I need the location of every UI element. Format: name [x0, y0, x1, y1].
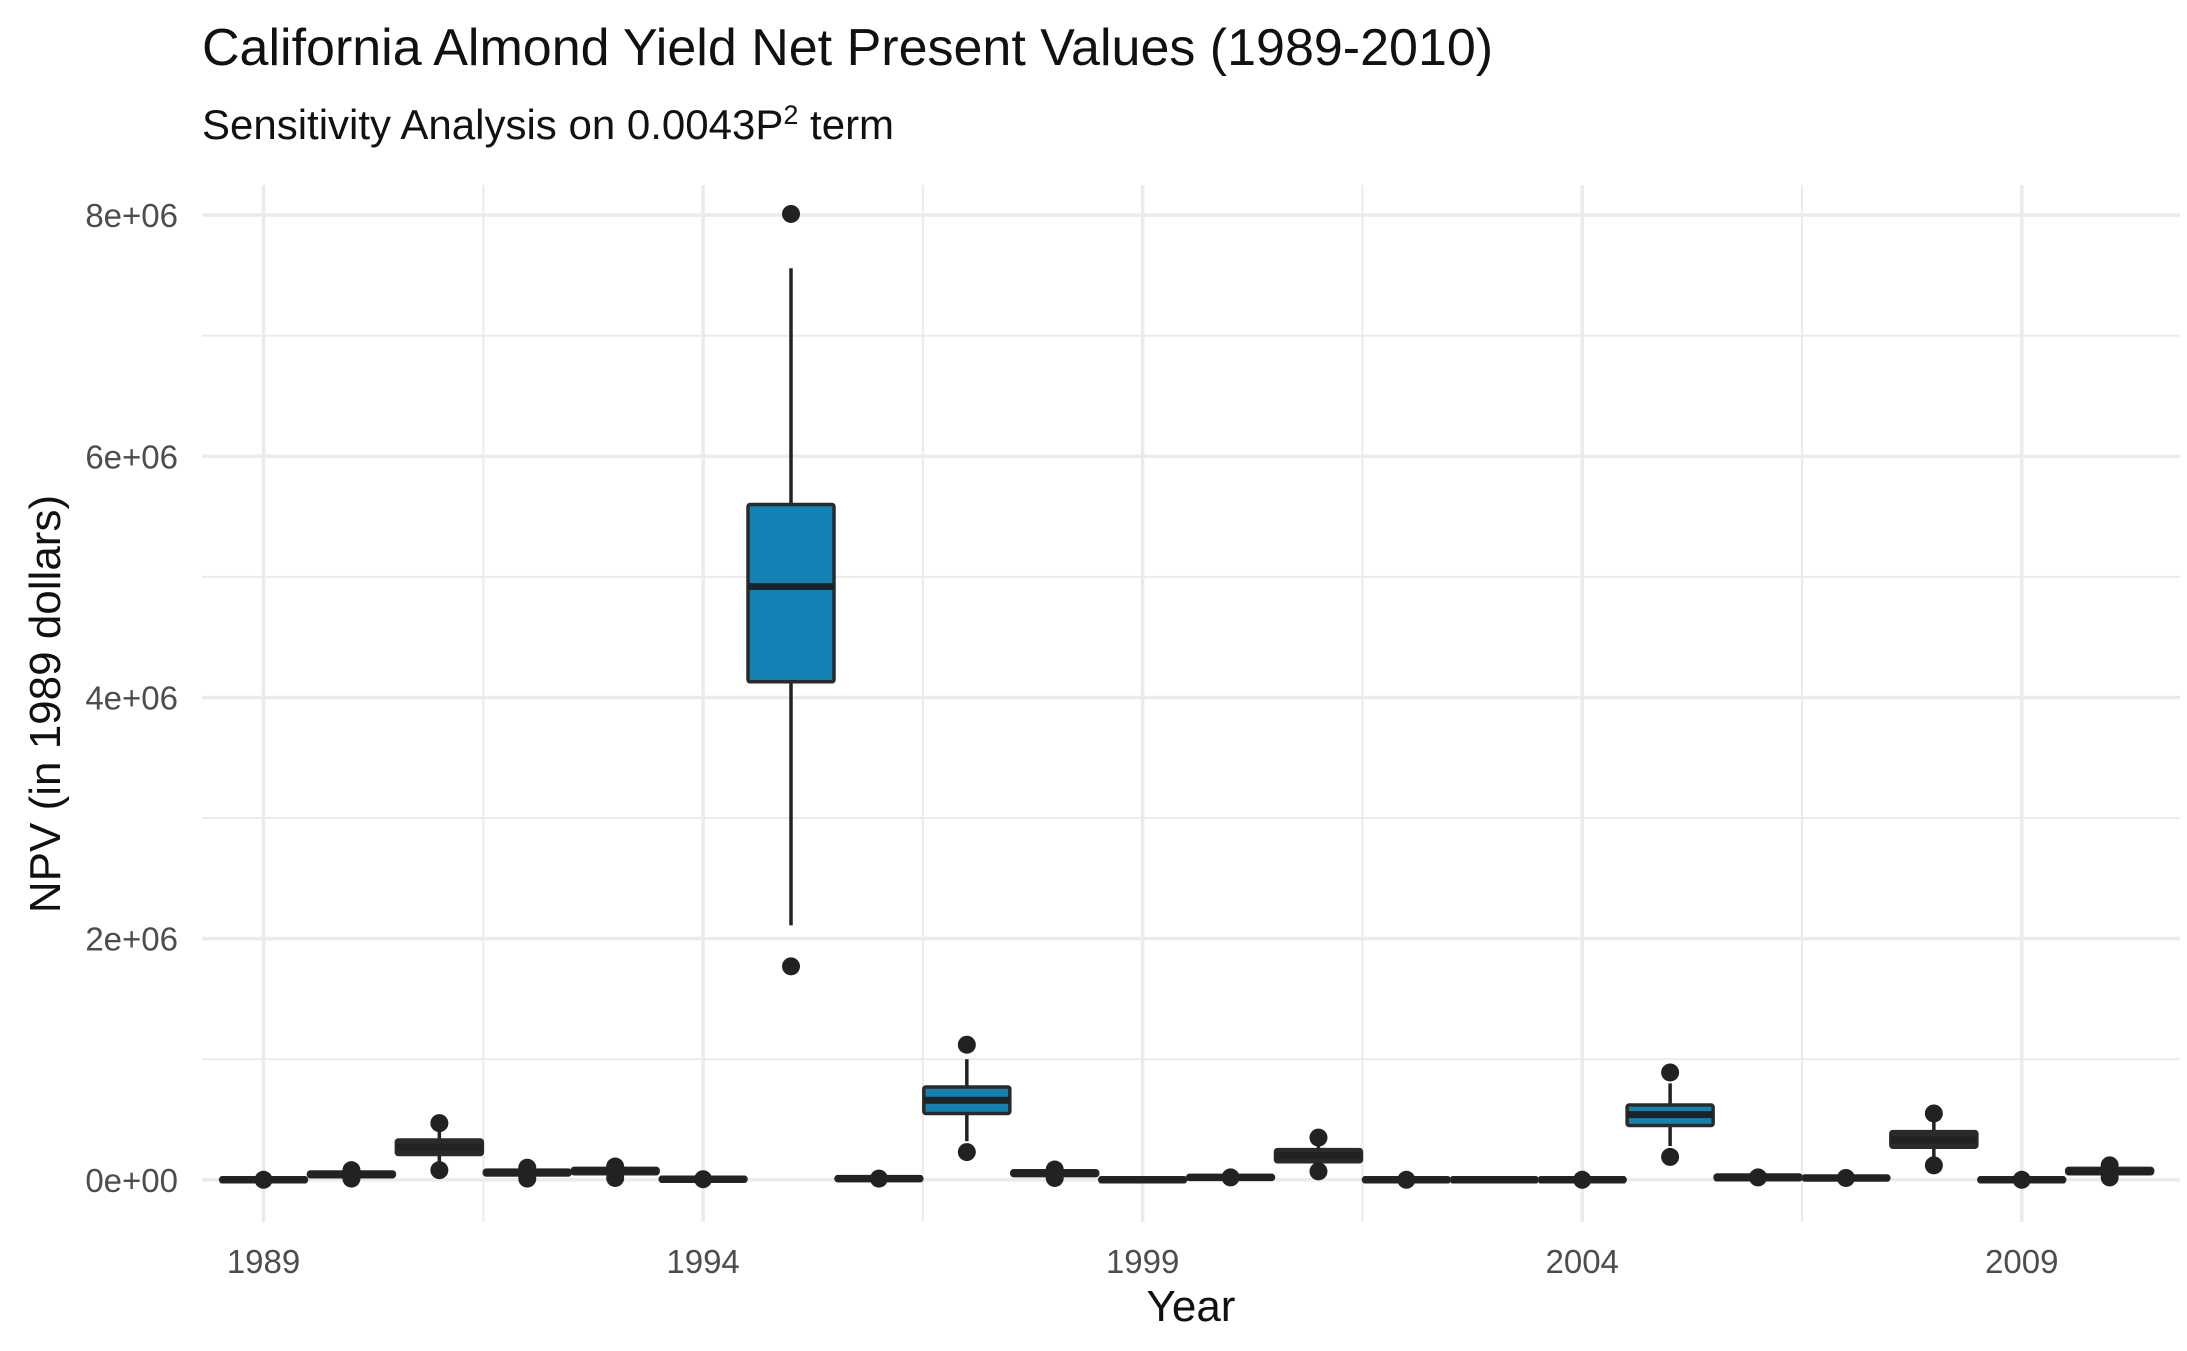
boxplot-boxes: [218, 204, 2155, 1189]
subtitle-prefix: Sensitivity Analysis on 0.0043P: [202, 101, 784, 148]
y-axis-label: NPV (in 1989 dollars): [21, 494, 71, 913]
box-2004: [1537, 1170, 1627, 1189]
outlier-point: [2100, 1168, 2119, 1187]
box-2010: [2064, 1156, 2155, 1187]
chart-title: California Almond Yield Net Present Valu…: [202, 19, 1494, 77]
box-2005: [1625, 1063, 1715, 1166]
box-2009: [1977, 1170, 2067, 1189]
outlier-point: [1749, 1168, 1768, 1187]
y-tick-label: 4e+06: [85, 679, 178, 716]
x-tick-label: 2004: [1545, 1243, 1618, 1280]
x-tick-label: 1989: [227, 1243, 300, 1280]
box-1999: [1097, 1176, 1188, 1184]
outlier-point: [1924, 1156, 1943, 1175]
y-tick-label: 2e+06: [85, 921, 178, 958]
box-2003: [1449, 1176, 1540, 1184]
box-1996: [834, 1169, 924, 1188]
outlier-point: [957, 1035, 976, 1054]
box-1994: [658, 1170, 748, 1189]
outlier-point: [1045, 1168, 1064, 1187]
box-2007: [1801, 1168, 1891, 1187]
box-1998: [1009, 1160, 1100, 1187]
subtitle-suffix: term: [798, 101, 895, 148]
outlier-point: [254, 1170, 273, 1189]
y-tick-labels: 0e+00 2e+06 4e+06 6e+06 8e+06: [85, 197, 178, 1199]
subtitle-superscript: 2: [783, 100, 799, 130]
major-gridlines: [202, 185, 2180, 1222]
box-1993: [570, 1157, 660, 1187]
outlier-point: [782, 204, 801, 223]
outlier-point: [1309, 1162, 1328, 1181]
outlier-point: [430, 1161, 449, 1180]
box-1990: [306, 1161, 397, 1188]
chart-subtitle: Sensitivity Analysis on 0.0043P2 term: [202, 100, 894, 149]
y-tick-label: 8e+06: [85, 197, 178, 234]
outlier-point: [430, 1114, 449, 1133]
y-tick-label: 0e+00: [85, 1162, 178, 1199]
x-tick-label: 2009: [1985, 1243, 2058, 1280]
outlier-point: [1836, 1168, 1855, 1187]
box-2008: [1889, 1104, 1979, 1175]
box-1995: [746, 204, 836, 976]
outlier-point: [1661, 1063, 1680, 1082]
x-tick-label: 1999: [1106, 1243, 1179, 1280]
box-2000: [1185, 1168, 1276, 1187]
box-2006: [1713, 1168, 1803, 1187]
outlier-point: [1397, 1170, 1416, 1189]
box-2002: [1361, 1170, 1452, 1189]
box-iqr: [746, 502, 836, 684]
box-1997: [922, 1035, 1012, 1162]
outlier-point: [342, 1169, 361, 1188]
outlier-point: [869, 1169, 888, 1188]
y-tick-label: 6e+06: [85, 438, 178, 475]
minor-gridlines: [202, 185, 2180, 1222]
outlier-point: [1309, 1128, 1328, 1147]
outlier-point: [2012, 1170, 2031, 1189]
outlier-point: [782, 957, 801, 976]
outlier-point: [694, 1170, 713, 1189]
box-1991: [394, 1114, 485, 1180]
box-1992: [482, 1158, 573, 1188]
outlier-point: [1573, 1170, 1592, 1189]
outlier-point: [957, 1143, 976, 1162]
box-1989: [218, 1170, 309, 1189]
outlier-point: [518, 1169, 537, 1188]
outlier-point: [1924, 1104, 1943, 1123]
outlier-point: [1221, 1168, 1240, 1187]
outlier-point: [606, 1168, 625, 1187]
outlier-point: [1661, 1147, 1680, 1166]
x-tick-label: 1994: [666, 1243, 739, 1280]
x-tick-labels: 1989 1994 1999 2004 2009: [227, 1243, 2059, 1280]
x-axis-label: Year: [1146, 1282, 1236, 1331]
box-2001: [1273, 1128, 1364, 1181]
